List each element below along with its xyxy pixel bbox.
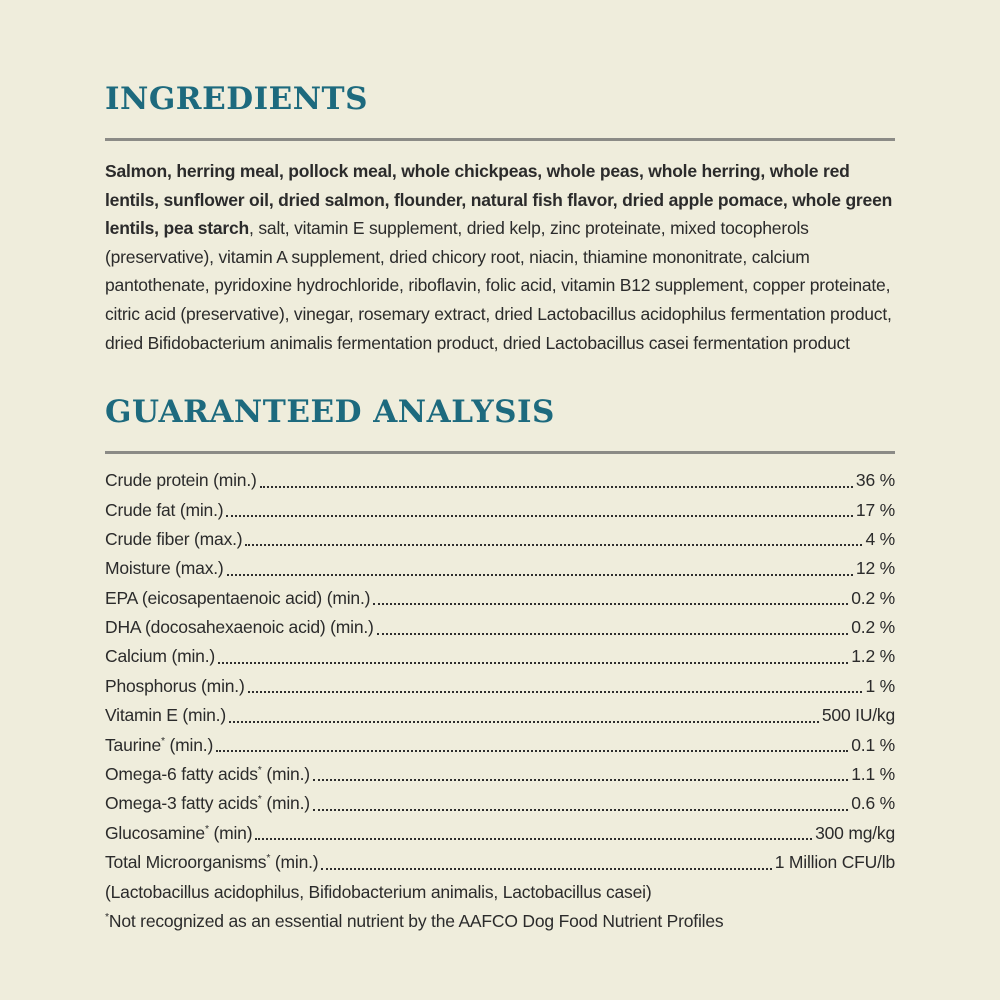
analysis-row: Omega-6 fatty acids* (min.) 1.1 %	[105, 760, 895, 789]
analysis-row-value: 1 Million CFU/lb	[774, 852, 896, 873]
analysis-row-label: Glucosamine* (min)	[105, 822, 253, 843]
dot-leader	[247, 691, 863, 694]
analysis-row-value: 500 IU/kg	[821, 705, 895, 726]
microorganisms-note: (Lactobacillus acidophilus, Bifidobacter…	[105, 881, 652, 902]
guaranteed-analysis-title: GUARANTEED ANALYSIS	[105, 394, 555, 431]
analysis-table: Crude protein (min.) 36 % Crude fat (min…	[105, 466, 895, 877]
analysis-row: Taurine* (min.) 0.1 %	[105, 731, 895, 760]
analysis-row: Vitamin E (min.) 500 IU/kg	[105, 701, 895, 730]
analysis-row-value: 0.2 %	[851, 617, 895, 638]
ingredients-title: INGREDIENTS	[105, 81, 369, 117]
ingredients-bold-text: Salmon, herring meal, pollock meal, whol…	[105, 161, 893, 239]
analysis-row-label: Crude fat (min.)	[105, 499, 224, 520]
guaranteed-analysis-divider	[105, 451, 895, 455]
analysis-row: DHA (docosahexaenoic acid) (min.) 0.2 %	[105, 613, 895, 642]
analysis-row: Phosphorus (min.) 1 %	[105, 672, 895, 701]
guaranteed-analysis-section: GUARANTEED ANALYSIS Crude protein (min.)…	[105, 395, 895, 936]
analysis-row: Calcium (min.) 1.2 %	[105, 643, 895, 672]
analysis-row-value: 4 %	[865, 528, 895, 549]
analysis-row: Crude protein (min.) 36 %	[105, 466, 895, 495]
analysis-row-label: Moisture (max.)	[105, 558, 224, 579]
analysis-row-value: 17 %	[855, 499, 895, 520]
analysis-row-label: Omega-6 fatty acids* (min.)	[105, 764, 310, 785]
analysis-row-label: Crude protein (min.)	[105, 470, 257, 491]
analysis-row-label: Crude fiber (max.)	[105, 528, 243, 549]
analysis-row-label: Calcium (min.)	[105, 646, 215, 667]
analysis-row: Crude fat (min.) 17 %	[105, 496, 895, 525]
dot-leader	[218, 661, 849, 664]
analysis-row-label: DHA (docosahexaenoic acid) (min.)	[105, 617, 374, 638]
analysis-row-label: Taurine* (min.)	[105, 734, 214, 755]
analysis-row-value: 0.2 %	[851, 587, 895, 608]
analysis-row-value: 12 %	[855, 558, 895, 579]
analysis-row: Moisture (max.) 12 %	[105, 554, 895, 583]
analysis-row-value: 0.1 %	[851, 734, 895, 755]
analysis-row-value: 1 %	[865, 675, 895, 696]
dot-leader	[376, 632, 849, 635]
dot-leader	[255, 838, 813, 841]
dot-leader	[228, 720, 819, 723]
analysis-row-label: Omega-3 fatty acids* (min.)	[105, 793, 310, 814]
dot-leader	[226, 514, 853, 517]
dot-leader	[373, 603, 849, 606]
analysis-row: Crude fiber (max.) 4 %	[105, 525, 895, 554]
analysis-row-value: 36 %	[855, 470, 895, 491]
analysis-row: Total Microorganisms* (min.) 1 Million C…	[105, 848, 895, 877]
ingredients-paragraph: Salmon, herring meal, pollock meal, whol…	[105, 157, 895, 357]
dot-leader	[216, 750, 849, 753]
analysis-row-label: Total Microorganisms* (min.)	[105, 852, 319, 873]
analysis-row-value: 300 mg/kg	[815, 822, 895, 843]
analysis-row-value: 1.2 %	[851, 646, 895, 667]
dot-leader	[245, 544, 863, 547]
aafco-footnote: *Not recognized as an essential nutrient…	[105, 911, 724, 932]
analysis-row-label: EPA (eicosapentaenoic acid) (min.)	[105, 587, 371, 608]
dot-leader	[312, 808, 849, 811]
analysis-row-value: 1.1 %	[851, 764, 895, 785]
dot-leader	[226, 573, 853, 576]
ingredients-regular-text: , salt, vitamin E supplement, dried kelp…	[105, 218, 892, 353]
dot-leader	[259, 485, 853, 488]
analysis-row-label: Vitamin E (min.)	[105, 705, 226, 726]
dot-leader	[312, 779, 849, 782]
dot-leader	[321, 867, 772, 870]
analysis-row-label: Phosphorus (min.)	[105, 675, 245, 696]
analysis-row: EPA (eicosapentaenoic acid) (min.) 0.2 %	[105, 584, 895, 613]
analysis-row: Glucosamine* (min) 300 mg/kg	[105, 819, 895, 848]
analysis-row: Omega-3 fatty acids* (min.) 0.6 %	[105, 789, 895, 818]
ingredients-divider	[105, 138, 895, 141]
analysis-row-value: 0.6 %	[851, 793, 895, 814]
